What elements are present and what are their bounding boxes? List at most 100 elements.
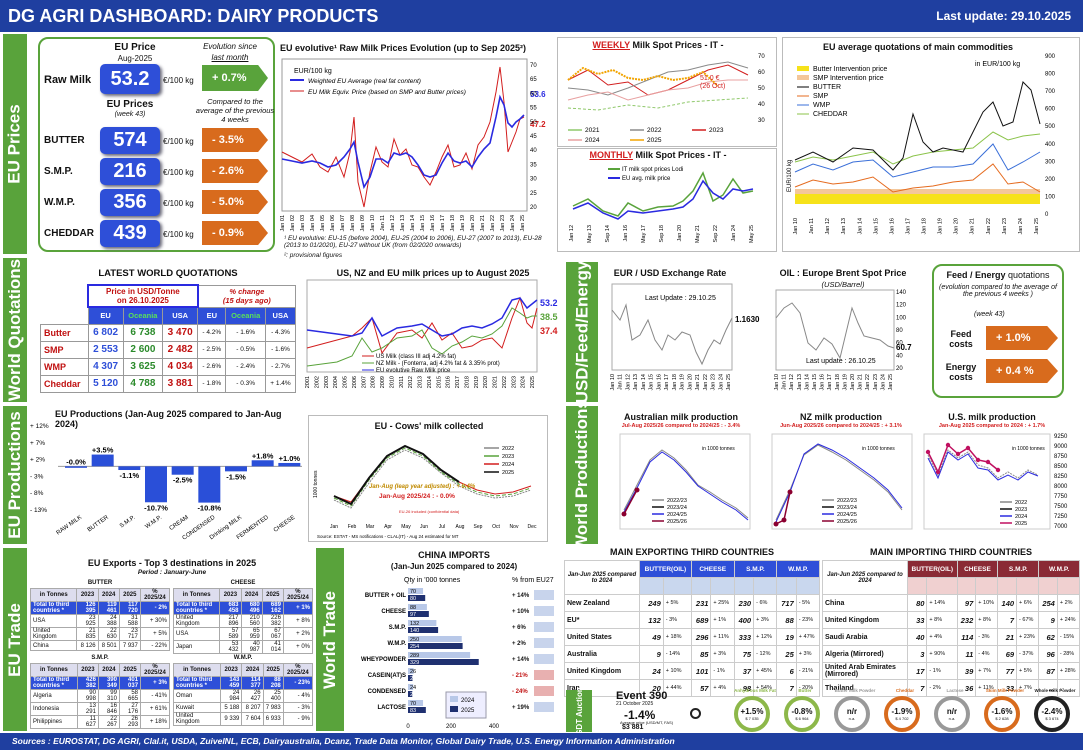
x-tick-label: Jan 07 (340, 215, 346, 232)
weighted-avg-line (281, 94, 525, 190)
export-cell: 31 588 (118, 614, 141, 628)
export-cell: in Tonnes (172, 588, 221, 602)
qty-cell: 333 (733, 628, 755, 646)
bar-2024 (408, 700, 424, 706)
export-table: in Tonnes 2023 2024 2025% 2025/24 Total to t… (30, 663, 170, 729)
qty-cell: 33 (906, 611, 928, 629)
y-tick-label: 600 (1045, 107, 1056, 113)
gdt-item-price: $ 3 674 (1045, 716, 1059, 721)
china-pct-head: % from EU27 (512, 577, 554, 584)
gdt-item-name: Butter Milk Powder (834, 688, 876, 693)
pct-cell: - 28% (1056, 645, 1081, 663)
bar-label: -0.0% (66, 457, 86, 466)
export-cell: + 61% (140, 702, 170, 716)
plot-frame (771, 433, 913, 530)
monthly-spot-chart: IT milk spot prices Lodi EU avg. milk pr… (569, 167, 755, 243)
bar-value: 289 (410, 653, 419, 659)
y-tick-label: 70 (758, 54, 765, 60)
gdt-panel: GDT Auction Event 390 21 October 2025 -1… (566, 687, 1080, 735)
export-cell: 88 208 (262, 676, 284, 690)
wq-col-head: USA (264, 306, 297, 325)
pct-cell: - 1% (926, 662, 958, 680)
qty-cell: 97 (956, 594, 977, 612)
country-name: Saudi Arabia (822, 628, 908, 646)
wq-price: 2 553 (87, 340, 124, 359)
y-tick-label: 60 (758, 70, 765, 76)
x-tick-label: 2015 (436, 376, 442, 388)
weekly-spot-panel: WEEKLY Milk Spot Prices - IT - 51.0 € (2… (557, 37, 777, 147)
export-cell: Total to third countries * (30, 676, 78, 690)
export-cell: - 4% (282, 689, 314, 703)
export-cell: Japan (172, 640, 221, 654)
export-cell: 40 987 (240, 640, 263, 654)
commodities-title: EU average quotations of main commoditie… (822, 42, 1014, 52)
end-label-nz: 38.5 (540, 312, 558, 322)
nz-milk-line (306, 307, 537, 367)
y-tick-label: 100 (896, 315, 907, 321)
pct-cell: + 23% (1016, 628, 1040, 646)
country-name: Australia (564, 645, 640, 663)
wq-change-head: % change (15 days ago) (197, 284, 296, 308)
export-cell: 2023 (76, 588, 99, 602)
section-label: World Trade (320, 590, 339, 689)
category-label: LACTOSE (377, 705, 406, 711)
qty-cell: 101 (690, 662, 712, 680)
section-world-trade: World Trade (316, 548, 344, 731)
wq-price: 4 034 (162, 357, 199, 376)
bar-value: 97 (410, 612, 416, 618)
export-cell: 683 458 (219, 601, 242, 615)
section-eu-prices: EU Prices (3, 34, 27, 254)
wq-row-label: Butter (40, 323, 89, 342)
x-tick-label: Sep (474, 524, 483, 530)
x-tick-label: 2023 (511, 376, 517, 388)
y-tick-label: 8250 (1054, 474, 1068, 480)
export-cell: 99 310 (97, 689, 120, 703)
pct-cell: + 8% (926, 611, 958, 629)
feed-panel: Feed / Energy quotations (evolution comp… (932, 264, 1064, 398)
x-tick-label: Jan 25 (520, 215, 526, 232)
x-tick-label: 2012 (408, 376, 414, 388)
y-tick-label: 50 (758, 86, 765, 92)
legend-label: 2024 (461, 698, 475, 704)
bar-value: 250 (410, 637, 419, 643)
export-row: Kuwait 5 188 8 207 7 983- 3% (172, 702, 314, 713)
section-label: EU Productions (5, 411, 25, 539)
bar-value: 329 (410, 660, 419, 666)
x-tick-label: 2013 (418, 376, 424, 388)
wq-col-head: USA (162, 306, 199, 325)
bar-value: 80 (410, 596, 416, 602)
y-tick-label: 45 (530, 134, 537, 140)
export-cell: 23 717 (118, 627, 141, 641)
legend-label: 2024 (502, 462, 514, 468)
export-cell: 680 496 (240, 601, 263, 615)
eu-exports-panel: EU Exports - Top 3 destinations in 2025 … (29, 556, 314, 732)
export-cell: 6 933 (262, 712, 284, 726)
wq-row: WMP 4 307 3 625 4 034- 2.6% - 2.4% - 2.7% (40, 357, 297, 376)
x-tick-label: Jan 24 (1018, 218, 1024, 235)
x-tick-label: 2011 (399, 376, 405, 388)
weekly-annotation: 51.0 € (700, 75, 720, 82)
y-tick-label: 400 (1045, 142, 1056, 148)
export-cell: in Tonnes (29, 588, 78, 602)
export-table-name: BUTTER (87, 580, 113, 586)
bar-label: -2.5% (173, 476, 193, 485)
feed-title: Feed / Energy quotations (934, 270, 1062, 280)
export-row: in Tonnes 2023 2024 2025% 2025/24 (30, 663, 170, 677)
gdt-item-value: -1.6% (991, 707, 1013, 716)
gdt-change-indicator (690, 708, 701, 719)
cows-note2: Jan-Aug 2025/24 : - 0.0% (379, 493, 455, 500)
qty-cell: 7 (776, 679, 797, 697)
y-tick-label: 140 (896, 290, 907, 296)
china-title: CHINA IMPORTS (418, 550, 490, 560)
export-cell: Indonesia (30, 702, 78, 716)
bar-value: 140 (410, 628, 419, 634)
x-tick-label: Sep 18 (659, 225, 665, 242)
x-tick-label: 2008 (371, 376, 377, 388)
eu-prices-week: (week 43) (114, 111, 146, 118)
x-tick-label: 2014 (427, 376, 433, 388)
wq-change: - 2.7% (264, 357, 297, 376)
export-cell: 16 846 (97, 702, 120, 716)
pct-cell: + 4% (710, 679, 735, 697)
x-tick-label: Jan 12 (825, 218, 831, 235)
legend-label: 2024 (1015, 514, 1027, 520)
